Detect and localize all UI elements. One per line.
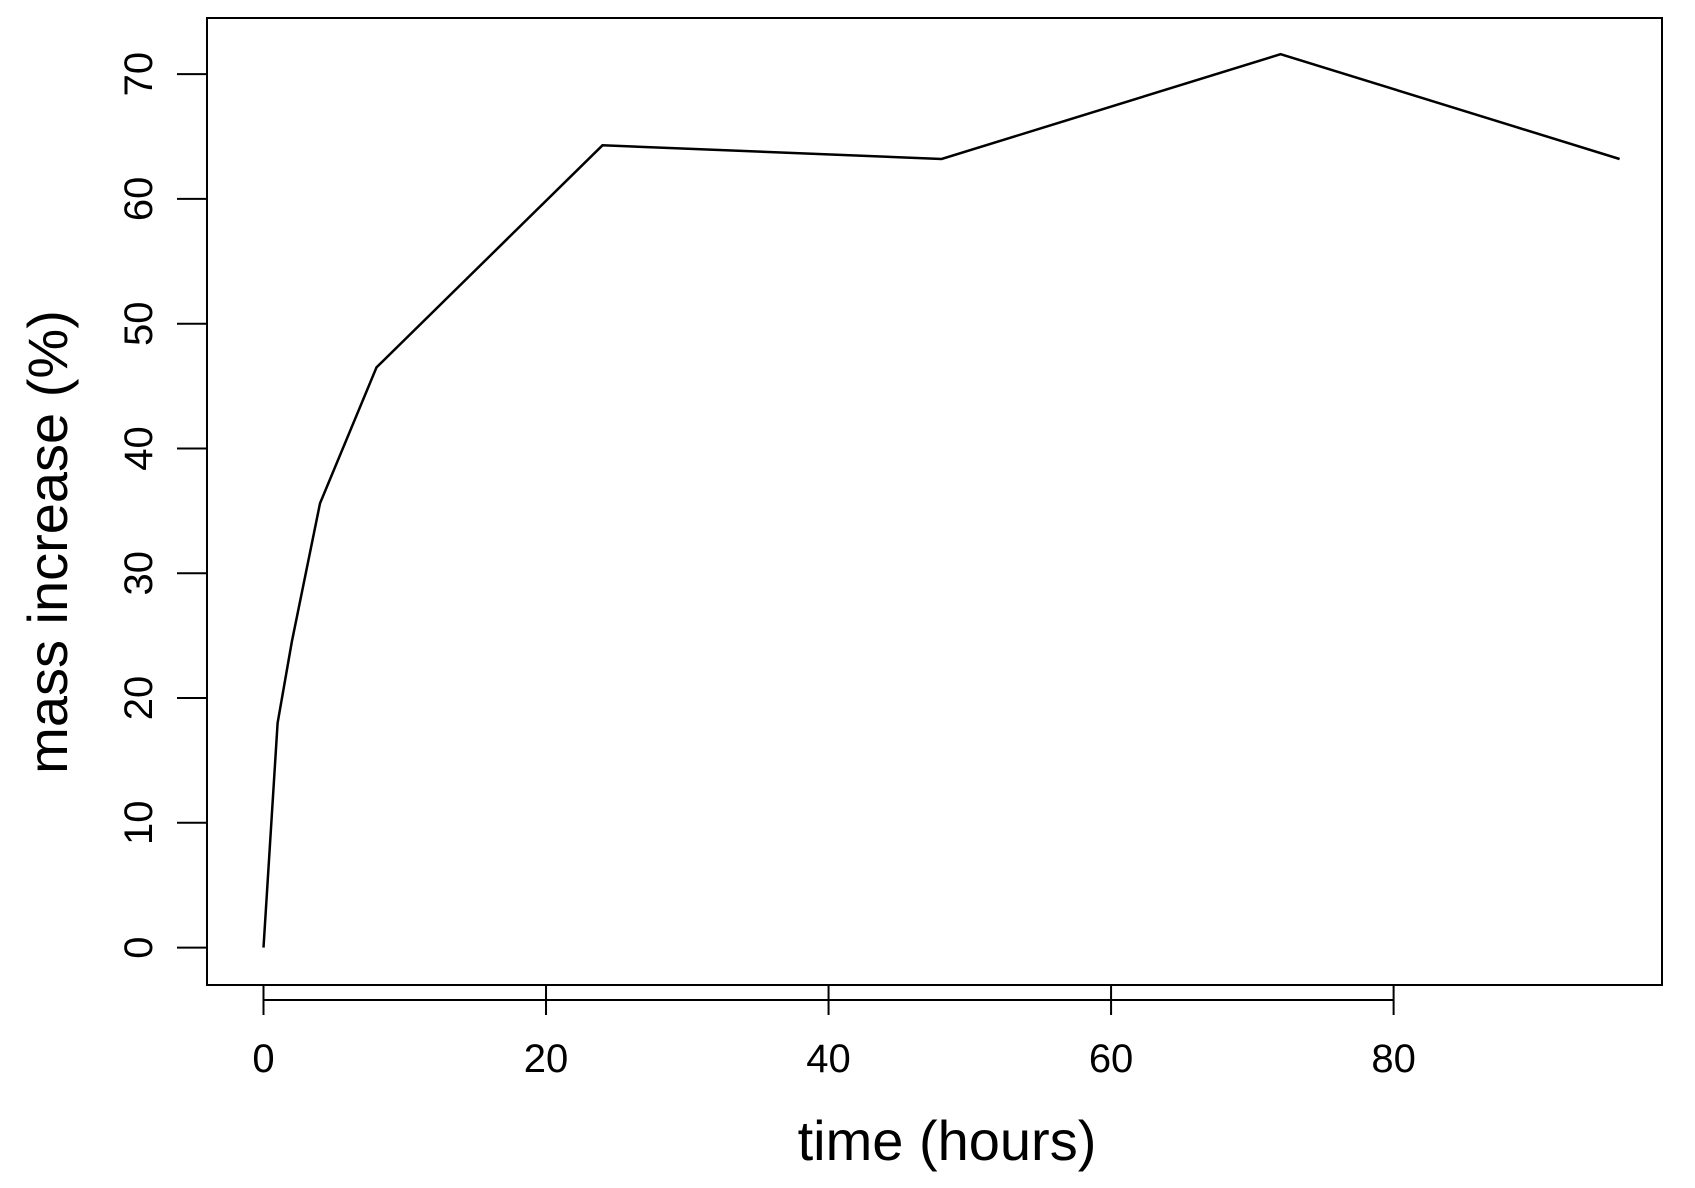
y-tick-label: 30 [117, 551, 161, 596]
y-tick-label: 70 [117, 52, 161, 97]
plot-frame [206, 17, 1663, 986]
x-tick-label: 60 [1089, 1037, 1134, 1081]
y-tick-label: 40 [117, 426, 161, 471]
x-tick-label: 40 [806, 1037, 851, 1081]
x-axis: 0 20 40 60 80 [252, 985, 1416, 1081]
y-tick-label: 0 [117, 936, 161, 958]
y-axis-label: mass increase (%) [16, 310, 79, 774]
y-tick-label: 50 [117, 301, 161, 346]
x-tick-label: 0 [252, 1037, 274, 1081]
y-tick-label: 10 [117, 801, 161, 846]
x-axis-label: time (hours) [798, 1109, 1097, 1172]
series-line-1 [262, 52, 1620, 948]
series-layer [262, 52, 1620, 948]
y-tick-label: 20 [117, 676, 161, 721]
x-tick-label: 20 [524, 1037, 569, 1081]
y-tick-label: 60 [117, 177, 161, 222]
y-axis: 0 10 20 30 40 50 60 70 [117, 52, 208, 959]
x-tick-label: 80 [1371, 1037, 1416, 1081]
